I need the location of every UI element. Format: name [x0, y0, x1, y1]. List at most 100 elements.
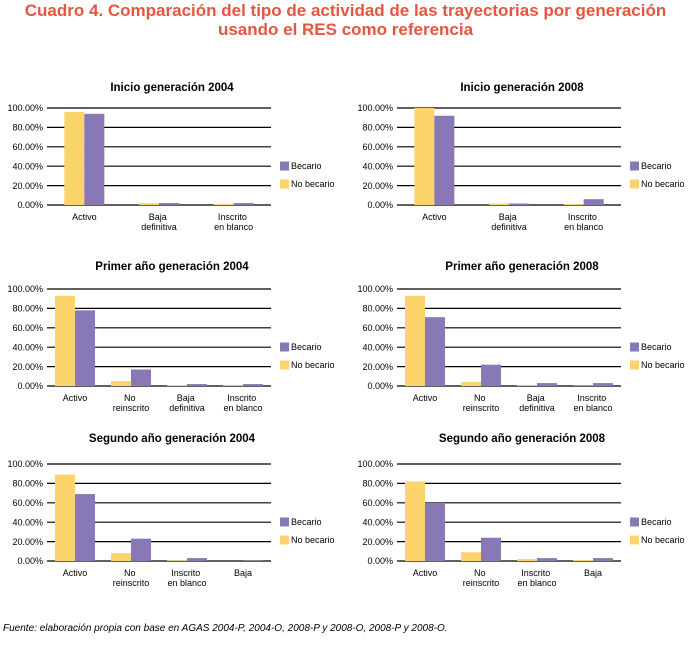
bar-becario — [233, 203, 254, 205]
chart-title: Inicio generación 2008 — [460, 82, 584, 94]
legend-swatch-no-becario — [630, 360, 639, 370]
bar-becario — [425, 317, 445, 386]
y-tick-label: 20.00% — [12, 537, 43, 547]
category-label-line: Baja — [149, 212, 170, 222]
legend-swatch-no-becario — [280, 360, 289, 370]
category-label: Baja definitiva — [519, 393, 555, 413]
legend-label-becario: Becario — [291, 342, 322, 352]
bar-no-becario — [55, 295, 75, 386]
category-label-line: reinscrito — [113, 403, 150, 413]
bar-no-becario — [405, 295, 425, 386]
y-tick-label: 20.00% — [12, 362, 43, 372]
chart-primer-ano-generacion-2008: Primer año generación 2008 0.00% 20.00% 40.… — [350, 255, 690, 417]
y-tick-label: 80.00% — [362, 304, 393, 314]
bar-becario — [425, 502, 445, 561]
category-label-line: Baja — [234, 568, 252, 578]
y-tick-label: 100.00% — [357, 459, 393, 469]
legend-label-no-becario: No becario — [641, 179, 685, 189]
y-tick-label: 0.00% — [367, 200, 393, 210]
bar-becario — [187, 384, 207, 386]
category-label: Baja — [584, 568, 602, 578]
category-label: Baja — [234, 568, 252, 578]
category-label: Inscrito en blanco — [167, 568, 206, 588]
y-tick-label: 0.00% — [17, 381, 43, 391]
bar-no-becario — [111, 553, 131, 561]
category-label-line: No — [124, 393, 138, 403]
chart-svg: Segundo año generación 2008 0.00% 20.00% 40… — [357, 433, 684, 588]
figure-title: Cuadro 4. Comparación del tipo de activi… — [0, 1, 691, 39]
category-label-line: Activo — [63, 568, 88, 578]
y-tick-label: 20.00% — [362, 362, 393, 372]
category-label: Activo — [413, 568, 438, 578]
chart-primer-ano-generacion-2004: Primer año generación 2004 0.00% 20.00% 40.… — [0, 255, 340, 417]
category-label: No reinscrito — [463, 393, 500, 413]
y-tick-label: 100.00% — [7, 103, 43, 113]
category-label: Activo — [422, 212, 447, 222]
category-label-line: reinscrito — [463, 578, 500, 588]
chart-svg: Segundo año generación 2004 0.00% 20.00% 40… — [7, 433, 334, 588]
y-tick-label: 100.00% — [7, 284, 43, 294]
category-label-line: Inscrito — [227, 393, 259, 403]
y-tick-label: 60.00% — [362, 142, 393, 152]
legend-swatch-no-becario — [280, 535, 289, 545]
y-tick-label: 60.00% — [12, 323, 43, 333]
y-tick-label: 20.00% — [362, 181, 393, 191]
legend-label-becario: Becario — [641, 517, 672, 527]
chart-inicio-generacion-2008: Inicio generación 2008 0.00% 20.00% 40.00% 6… — [350, 74, 690, 236]
legend-label-no-becario: No becario — [641, 360, 685, 370]
chart-segundo-ano-generacion-2004: Segundo año generación 2004 0.00% 20.00% 40… — [0, 430, 340, 592]
y-tick-label: 0.00% — [17, 556, 43, 566]
category-label: Activo — [63, 393, 88, 403]
y-tick-label: 20.00% — [362, 537, 393, 547]
chart-title: Primer año generación 2004 — [95, 261, 249, 273]
category-label-line: No — [474, 393, 488, 403]
legend-label-becario: Becario — [641, 161, 672, 171]
category-label: Inscrito en blanco — [223, 393, 262, 413]
bar-becario — [537, 383, 557, 386]
bar-no-becario — [111, 381, 131, 386]
legend-swatch-no-becario — [280, 179, 289, 189]
source-note: Fuente: elaboración propia con base en A… — [3, 623, 448, 634]
figure-title-line-1: Cuadro 4. Comparación del tipo de activi… — [24, 1, 667, 20]
legend-swatch-becario — [280, 517, 289, 527]
bar-becario — [593, 558, 613, 561]
y-tick-label: 80.00% — [362, 479, 393, 489]
category-label-line: definitiva — [519, 403, 555, 413]
chart-svg: Primer año generación 2004 0.00% 20.00% 40.… — [7, 261, 334, 413]
chart-svg: Inicio generación 2004 0.00% 20.00% 40.00% 6… — [7, 82, 334, 232]
y-tick-label: 80.00% — [12, 479, 43, 489]
bar-becario — [75, 310, 95, 386]
y-tick-label: 20.00% — [12, 181, 43, 191]
category-label: No reinscrito — [463, 568, 500, 588]
category-label-line: definitiva — [169, 403, 205, 413]
bar-no-becario — [167, 385, 187, 386]
bar-becario — [131, 369, 151, 386]
y-tick-label: 100.00% — [357, 284, 393, 294]
bar-no-becario — [573, 560, 593, 561]
chart-title: Inicio generación 2004 — [110, 82, 234, 94]
chart-title: Primer año generación 2008 — [445, 261, 599, 273]
category-label-line: Baja — [177, 393, 198, 403]
category-label: Baja definitiva — [141, 212, 177, 232]
bar-becario — [131, 538, 151, 561]
category-label: No reinscrito — [113, 393, 150, 413]
y-tick-label: 40.00% — [362, 517, 393, 527]
legend-swatch-becario — [630, 342, 639, 352]
category-label-line: Inscrito — [577, 393, 609, 403]
category-label: Inscrito en blanco — [564, 212, 603, 232]
category-label-line: definitiva — [141, 222, 177, 232]
category-label-line: Activo — [422, 212, 447, 222]
y-tick-label: 100.00% — [7, 459, 43, 469]
legend-label-becario: Becario — [291, 517, 322, 527]
category-label: Activo — [63, 568, 88, 578]
y-tick-label: 40.00% — [362, 161, 393, 171]
category-label-line: Activo — [413, 393, 438, 403]
legend-swatch-no-becario — [630, 179, 639, 189]
category-label-line: No — [124, 568, 138, 578]
category-label-line: Baja — [499, 212, 520, 222]
category-label: Inscrito en blanco — [214, 212, 253, 232]
y-tick-label: 60.00% — [362, 323, 393, 333]
legend-swatch-becario — [630, 161, 639, 171]
chart-title: Segundo año generación 2004 — [89, 433, 256, 445]
category-label-line: reinscrito — [463, 403, 500, 413]
